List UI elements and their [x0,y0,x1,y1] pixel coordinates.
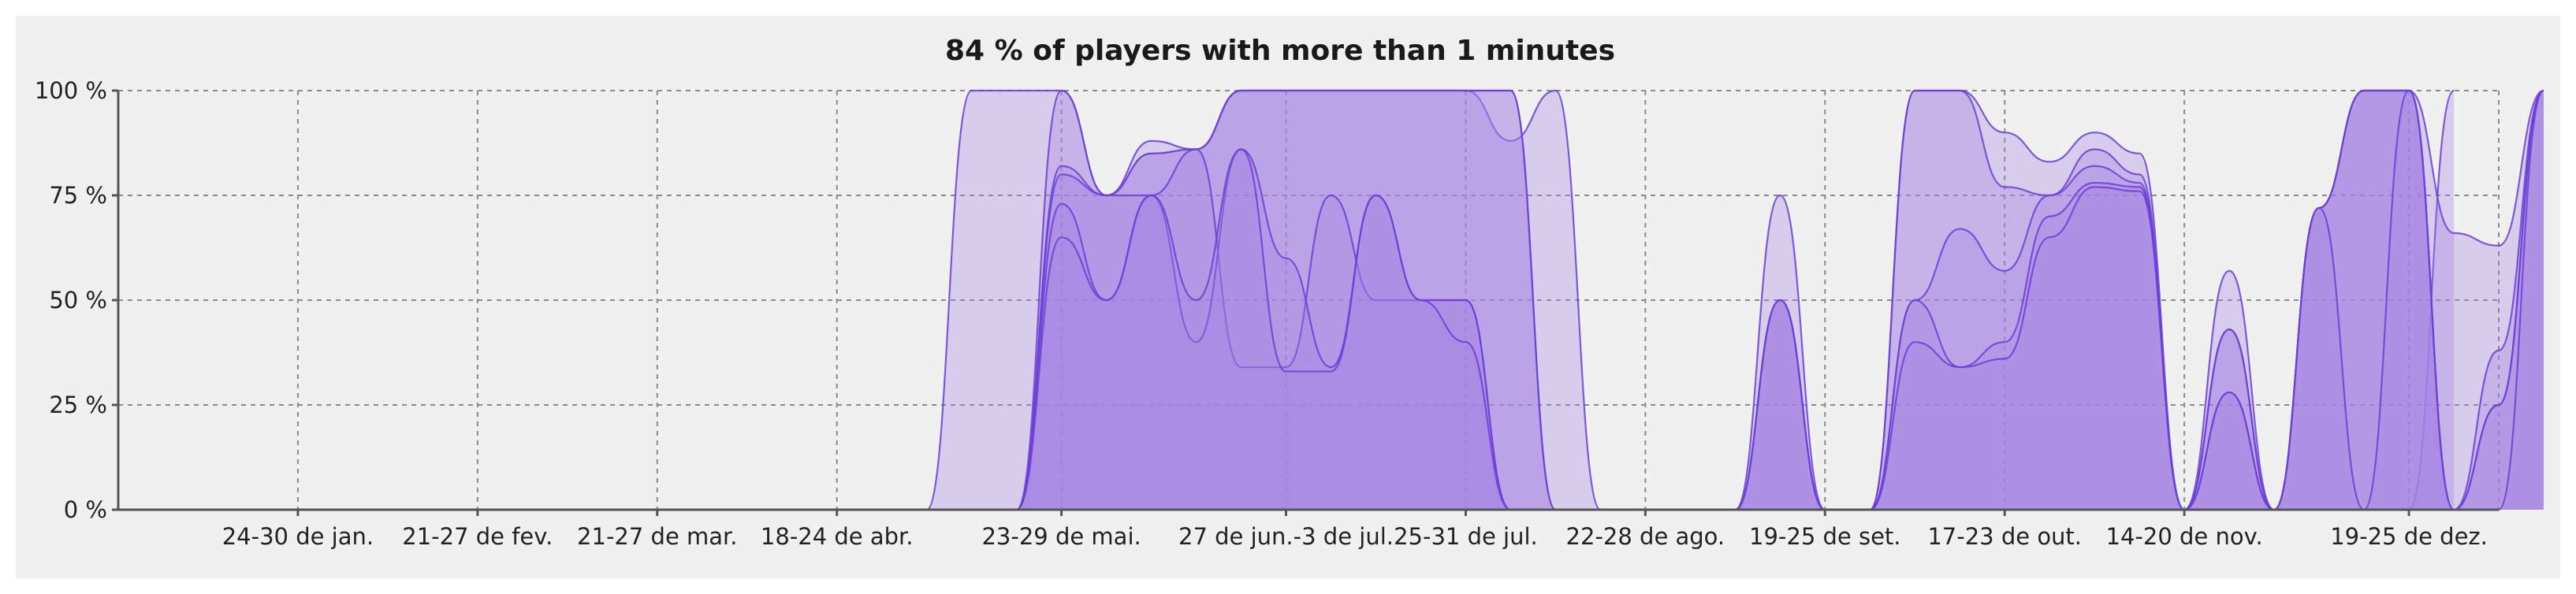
chart-title: 84 % of players with more than 1 minutes [945,35,1615,67]
x-tick-label: 24-30 de jan. [222,523,374,550]
axes [112,89,2499,516]
x-tick-label: 19-25 de set. [1749,523,1901,550]
series-area [118,91,2544,510]
x-tick-labels: 24-30 de jan. 21-27 de fev. 21-27 de mar. 1… [222,523,2488,550]
series-area [118,91,2544,510]
y-tick-label: 50 % [49,287,107,314]
chart: 84 % of players with more than 1 minutes… [35,35,2544,550]
series-areas [118,89,2544,511]
y-tick-labels: 0 % 25 % 50 % 75 % 100 % [35,77,107,523]
series-area [118,91,2455,510]
x-tick-label: 25-31 de jul. [1394,523,1538,550]
x-tick-label: 14-20 de nov. [2106,523,2263,550]
x-tick-label: 19-25 de dez. [2330,523,2488,550]
series-area [118,91,2544,510]
x-tick-label: 21-27 de mar. [577,523,737,550]
x-tick-label: 27 de jun.-3 de jul. [1178,523,1394,550]
x-tick-label: 23-29 de mai. [981,523,1141,550]
x-tick-label: 18-24 de abr. [761,523,914,550]
x-tick-label: 17-23 de out. [1927,523,2082,550]
y-tick-label: 0 % [64,496,107,523]
y-tick-label: 75 % [49,182,107,209]
y-tick-label: 100 % [35,77,107,104]
y-tick-label: 25 % [49,392,107,418]
series-area [118,91,2544,510]
x-tick-label: 21-27 de fev. [402,523,553,550]
chart-panel: 84 % of players with more than 1 minutes… [16,16,2560,578]
x-tick-label: 22-28 de ago. [1566,523,1725,550]
series-area [118,91,2544,510]
